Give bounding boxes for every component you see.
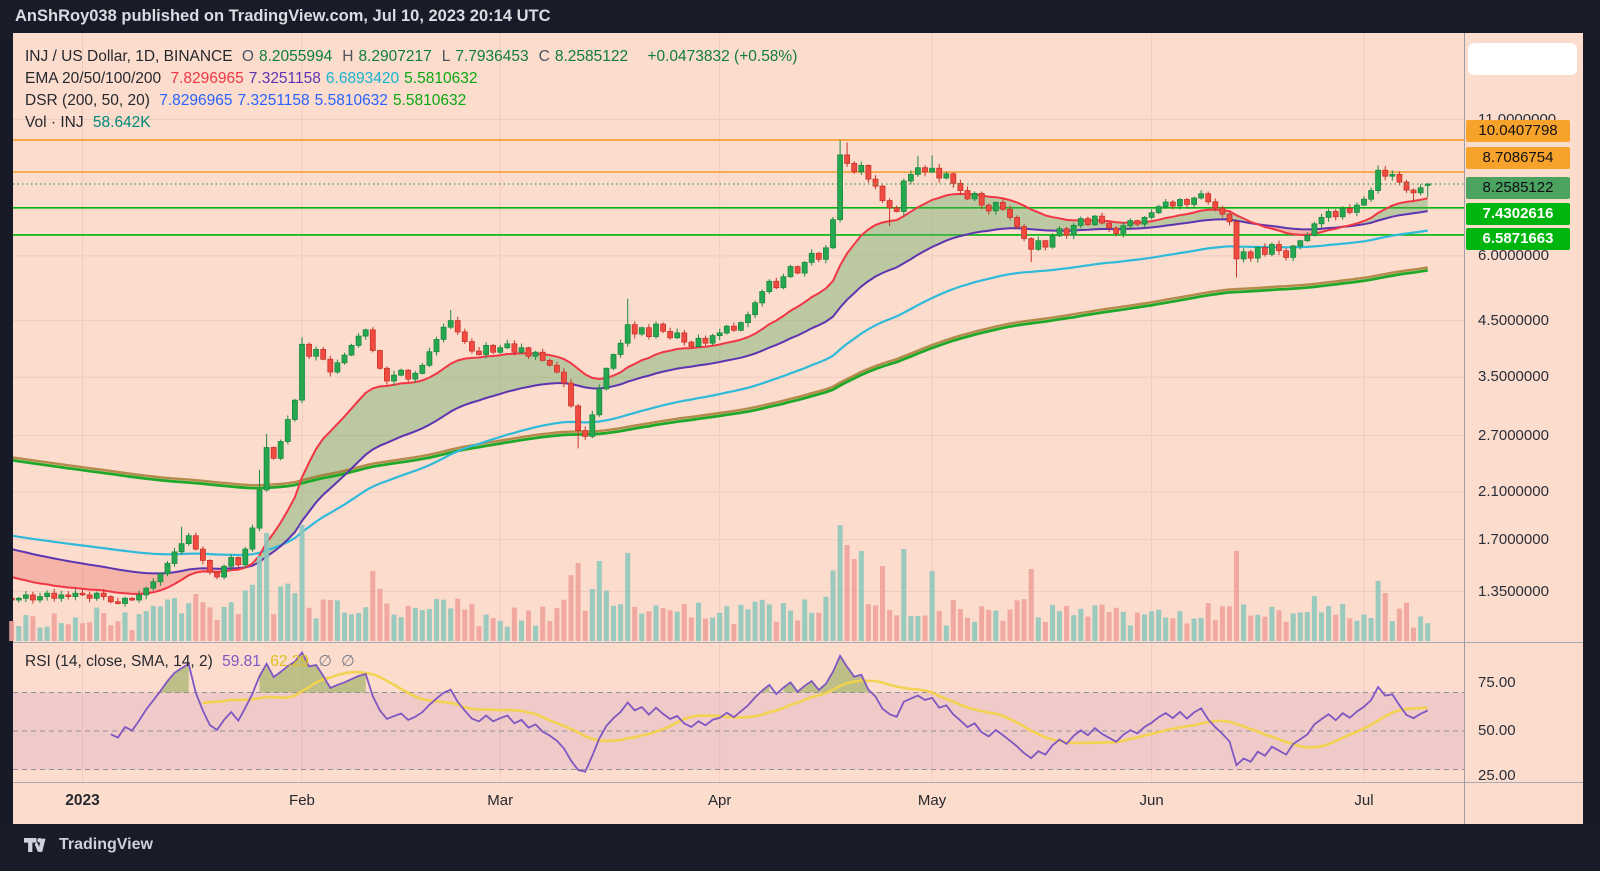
price-level-badge: 8.7086754	[1466, 147, 1570, 169]
tradingview-brand-text: TradingView	[59, 836, 153, 853]
time-axis-label: Feb	[289, 792, 315, 809]
ema-values: 7.8296965 7.3251158 6.6893420 5.5810632	[170, 70, 482, 87]
ema-legend-row[interactable]: EMA 20/50/100/200 7.8296965 7.3251158 6.68…	[25, 70, 487, 88]
indicator-value: 7.8296965	[159, 92, 233, 109]
ohlc-item: L 7.7936453	[441, 48, 529, 65]
indicator-value: 7.3251158	[237, 92, 310, 109]
rsi-axis-label: 25.00	[1478, 767, 1516, 784]
dsr-200-line	[13, 266, 1428, 487]
ohlc-item: C 8.2585122	[538, 48, 629, 65]
rsi-line	[110, 650, 1429, 773]
time-axis-label: Jun	[1139, 792, 1164, 809]
ohlc-values: O 8.2055994 H 8.2907217 L 7.7936453 C 8.2585122	[242, 48, 638, 65]
ema-label: EMA 20/50/100/200	[25, 70, 162, 87]
rsi-pane[interactable]	[13, 643, 1583, 782]
symbol-legend-row[interactable]: INJ / US Dollar, 1D, BINANCE O 8.2055994 H…	[25, 48, 802, 66]
rsi-legend-row[interactable]: RSI (14, close, SMA, 14, 2) 59.81 62.29 …	[25, 652, 360, 671]
volume-layer	[9, 525, 1431, 641]
price-axis-label: 1.3500000	[1478, 582, 1549, 600]
rsi-axis-label: 75.00	[1478, 674, 1516, 691]
time-axis-label: Jul	[1354, 792, 1374, 809]
volume-legend-row[interactable]: Vol · INJ 58.642K	[25, 114, 156, 132]
indicator-value: 5.5810632	[314, 92, 388, 109]
price-level-badge: 8.2585122	[1466, 177, 1570, 199]
rsi-label: RSI (14, close, SMA, 14, 2)	[25, 653, 213, 670]
tradingview-brand-link[interactable]: TradingView	[24, 836, 153, 854]
price-level-badge: 7.4302616	[1466, 203, 1570, 225]
time-axis-label: Apr	[708, 792, 732, 809]
ema-20-line	[13, 192, 1428, 595]
volume-label: Vol · INJ	[25, 114, 84, 131]
indicator-value: 5.5810632	[392, 92, 467, 109]
footer-bar	[0, 824, 1600, 871]
rsi-sma-value: 62.29	[270, 653, 310, 670]
dsr-label: DSR (200, 50, 20)	[25, 92, 150, 109]
dsr-legend-row[interactable]: DSR (200, 50, 20) 7.8296965 7.3251158 5.58…	[25, 92, 476, 110]
pane-divider[interactable]	[13, 642, 1583, 643]
indicator-value: 7.3251158	[248, 70, 321, 87]
price-level-badge: 10.0407798	[1466, 120, 1570, 142]
dsr-values: 7.8296965 7.3251158 5.5810632 5.5810632	[159, 92, 471, 109]
blank-label-overlay	[1468, 43, 1577, 75]
change-value: +0.0473832 (+0.58%)	[647, 48, 798, 65]
rsi-sma-line	[202, 670, 1428, 749]
indicator-value: 7.8296965	[170, 70, 244, 87]
time-axis-label: 2023	[65, 792, 100, 809]
ohlc-item: H 8.2907217	[342, 48, 432, 65]
price-axis-label: 3.5000000	[1478, 368, 1549, 386]
price-axis-label: 2.1000000	[1478, 483, 1549, 501]
volume-value: 58.642K	[92, 114, 151, 131]
attribution-banner: AnShRoy038 published on TradingView.com,…	[0, 0, 1600, 33]
empty-set-icon: ∅	[318, 653, 332, 670]
price-axis-label: 2.7000000	[1478, 426, 1549, 444]
symbol-title: INJ / US Dollar, 1D, BINANCE	[25, 48, 233, 65]
pane-divider[interactable]	[13, 782, 1583, 783]
price-level-badge: 6.5871663	[1466, 228, 1570, 250]
rsi-layer	[13, 650, 1464, 773]
time-axis-label: May	[917, 792, 947, 809]
price-axis-label: 4.5000000	[1478, 311, 1549, 329]
main-chart-pane[interactable]	[13, 33, 1583, 642]
price-axis-label: 1.7000000	[1478, 530, 1549, 548]
indicator-value: 6.6893420	[325, 70, 400, 87]
price-scale-separator	[1464, 33, 1465, 824]
tradingview-logo-icon	[24, 837, 46, 852]
ohlc-item: O 8.2055994	[241, 48, 333, 65]
attribution-text: AnShRoy038 published on TradingView.com,…	[15, 7, 551, 25]
indicator-value: 5.5810632	[404, 70, 478, 87]
candles-layer	[13, 140, 1431, 607]
ema-200-line	[13, 269, 1428, 490]
rsi-axis-label: 50.00	[1478, 722, 1516, 739]
rsi-value: 59.81	[222, 653, 261, 670]
empty-set-icon: ∅	[341, 653, 355, 670]
price-axis-label: 6.0000000	[1478, 246, 1549, 264]
time-axis[interactable]	[13, 783, 1583, 824]
time-axis-label: Mar	[487, 792, 514, 809]
